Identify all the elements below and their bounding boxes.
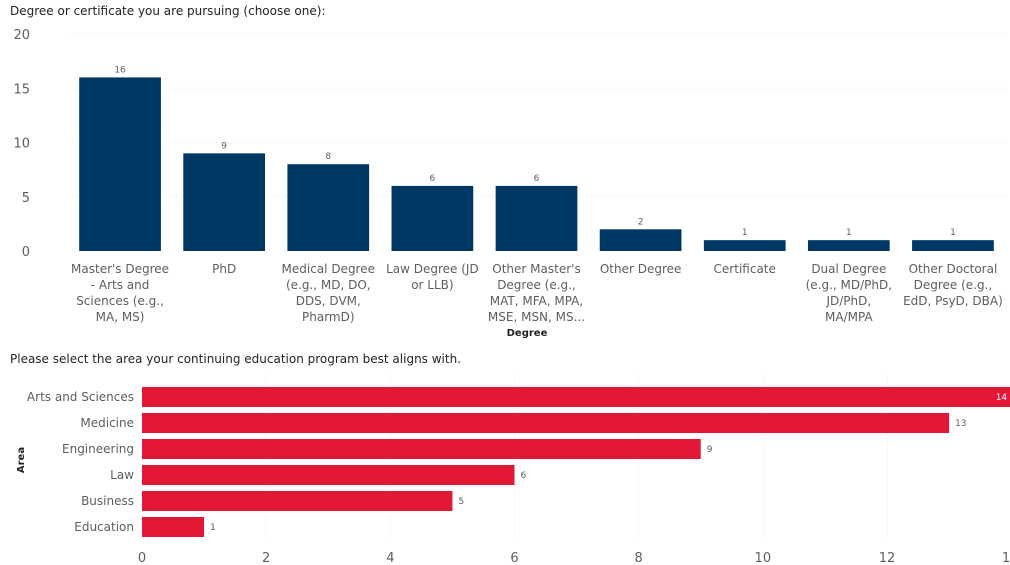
data-label: 16: [114, 65, 126, 75]
data-label: 6: [521, 471, 527, 481]
x-tick-label-line: DDS, DVM,: [296, 294, 361, 308]
bar: [912, 240, 994, 251]
bar: [142, 387, 1010, 407]
x-tick-label: 10: [755, 551, 772, 565]
x-tick-label: 6: [510, 551, 518, 565]
x-tick-label-line: Medical Degree: [282, 262, 375, 276]
data-label: 8: [325, 152, 331, 162]
x-tick-label: Medical Degree (e.g., MD, DO, DDS, DVM, Pha…: [282, 262, 375, 324]
x-axis-title: Degree: [507, 328, 548, 339]
bar: [391, 185, 474, 251]
bar: [79, 77, 161, 252]
x-tick-label: 1: [1002, 551, 1010, 565]
x-tick-label-line: Sciences (e.g.,: [76, 294, 164, 308]
bar: [142, 439, 701, 459]
y-tick-label: 20: [13, 28, 30, 43]
x-tick-label: Other Doctoral Degree (e.g., EdD, PsyD, DB…: [903, 262, 1003, 308]
x-tick-label-line: Degree (e.g.,: [914, 278, 993, 292]
y-tick-label: Engineering: [62, 442, 134, 456]
x-tick-label-line: PhD: [212, 262, 236, 276]
x-tick-label-line: Other Degree: [600, 262, 682, 276]
x-tick-label-line: Degree (e.g.,: [497, 278, 576, 292]
y-axis-title: Area: [16, 447, 27, 473]
chart1-title: Degree or certificate you are pursuing (…: [10, 4, 326, 18]
x-tick-label-line: MSE, MSN, MS...: [488, 310, 585, 324]
x-tick-label: PhD: [212, 262, 236, 276]
y-tick-label: Business: [81, 494, 134, 508]
x-tick-label-line: Other Master's: [492, 262, 580, 276]
y-tick-label: Education: [74, 520, 134, 534]
x-tick-label-line: Dual Degree: [811, 262, 886, 276]
x-tick-label: 8: [635, 551, 643, 565]
bar: [142, 465, 515, 485]
x-tick-label: Other Master's Degree (e.g., MAT, MFA, MPA…: [488, 262, 585, 324]
y-tick-label: 10: [13, 137, 30, 152]
data-label: 6: [430, 174, 436, 184]
y-tick-label: 5: [22, 191, 30, 206]
bar: [807, 240, 890, 251]
x-tick-label: 4: [386, 551, 394, 565]
data-label: 1: [846, 228, 852, 238]
y-tick-label: 0: [22, 245, 30, 260]
bar: [183, 153, 266, 251]
x-tick-label: 0: [138, 551, 146, 565]
bar: [142, 517, 205, 537]
x-tick-label-line: (e.g., MD, DO,: [286, 278, 371, 292]
bar: [703, 240, 786, 251]
chart2-title: Please select the area your continuing e…: [10, 352, 462, 366]
bar: [599, 229, 682, 251]
data-label: 1: [950, 228, 956, 238]
y-tick-label: Arts and Sciences: [27, 390, 134, 404]
x-tick-label: Law Degree (JD or LLB): [386, 262, 479, 292]
y-tick-label: Law: [110, 468, 134, 482]
x-tick-label-line: Law Degree (JD: [386, 262, 479, 276]
y-tick-label: 15: [13, 82, 30, 97]
bar: [142, 413, 950, 433]
x-tick-label-line: PharmD): [302, 310, 355, 324]
y-tick-label: Medicine: [80, 416, 134, 430]
x-tick-label-line: Master's Degree: [71, 262, 169, 276]
x-tick-label-line: Other Doctoral: [909, 262, 998, 276]
x-tick-label: Master's Degree - Arts and Sciences (e.g.,…: [71, 262, 169, 324]
data-label: 9: [221, 141, 227, 151]
bar: [495, 185, 578, 251]
x-tick-label: Other Degree: [600, 262, 682, 276]
x-tick-label-line: JD/PhD,: [825, 294, 871, 308]
x-tick-label-line: MA, MS): [96, 310, 145, 324]
data-label: 2: [638, 217, 644, 227]
x-tick-label-line: MAT, MFA, MPA,: [490, 294, 583, 308]
bar: [142, 491, 453, 511]
x-tick-label-line: MA/MPA: [825, 310, 873, 324]
data-label: 13: [955, 419, 966, 429]
x-tick-label: 2: [262, 551, 270, 565]
x-tick-label-line: (e.g., MD/PhD,: [806, 278, 892, 292]
bar: [287, 164, 370, 251]
data-label: 1: [742, 228, 748, 238]
x-tick-label-line: Certificate: [714, 262, 776, 276]
data-label: 5: [458, 497, 464, 507]
data-label: 14: [996, 393, 1008, 403]
x-tick-label-line: EdD, PsyD, DBA): [903, 294, 1003, 308]
x-tick-label: Dual Degree (e.g., MD/PhD, JD/PhD, MA/MPA: [806, 262, 892, 324]
x-tick-label: 12: [879, 551, 896, 565]
data-label: 9: [707, 445, 713, 455]
x-tick-label: Certificate: [714, 262, 776, 276]
x-tick-label-line: - Arts and: [91, 278, 150, 292]
data-label: 6: [534, 174, 540, 184]
x-tick-label-line: or LLB): [411, 278, 453, 292]
data-label: 1: [210, 523, 216, 533]
